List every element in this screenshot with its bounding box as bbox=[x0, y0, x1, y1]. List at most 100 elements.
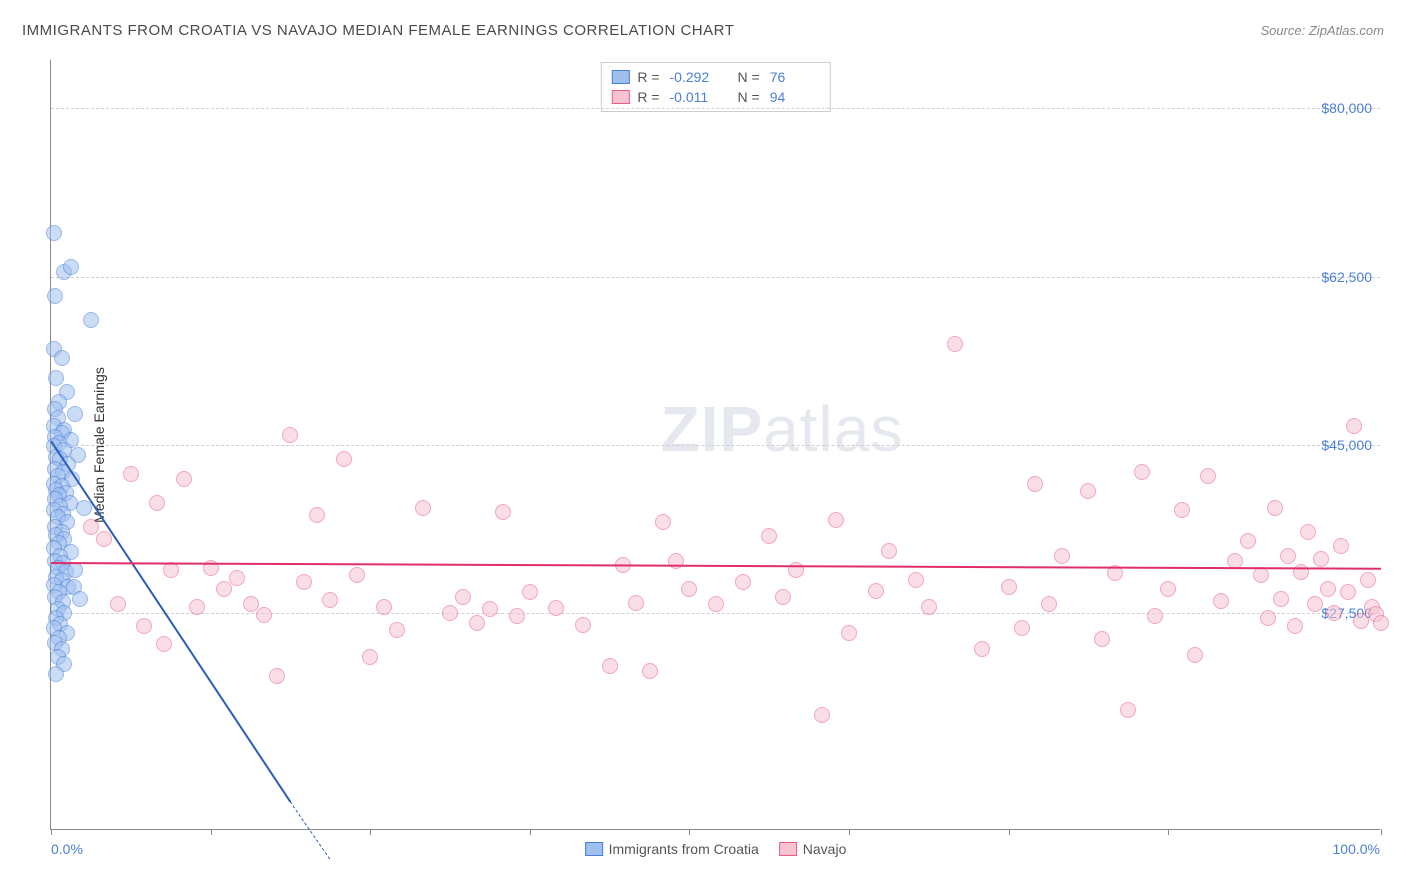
data-point bbox=[1326, 605, 1342, 621]
data-point bbox=[1160, 581, 1176, 597]
data-point bbox=[442, 605, 458, 621]
data-point bbox=[1260, 610, 1276, 626]
data-point bbox=[761, 528, 777, 544]
trend-line bbox=[51, 562, 1381, 570]
data-point bbox=[149, 495, 165, 511]
source-link[interactable]: ZipAtlas.com bbox=[1309, 23, 1384, 38]
legend-swatch bbox=[611, 90, 629, 104]
gridline bbox=[51, 108, 1380, 109]
data-point bbox=[828, 512, 844, 528]
data-point bbox=[1213, 593, 1229, 609]
data-point bbox=[1307, 596, 1323, 612]
data-point bbox=[110, 596, 126, 612]
x-tick bbox=[530, 829, 531, 835]
gridline bbox=[51, 277, 1380, 278]
data-point bbox=[1280, 548, 1296, 564]
data-point bbox=[389, 622, 405, 638]
data-point bbox=[48, 370, 64, 386]
legend-swatch bbox=[585, 842, 603, 856]
x-axis-max-label: 100.0% bbox=[1333, 841, 1380, 857]
data-point bbox=[1287, 618, 1303, 634]
data-point bbox=[1253, 567, 1269, 583]
gridline bbox=[51, 445, 1380, 446]
data-point bbox=[642, 663, 658, 679]
data-point bbox=[509, 608, 525, 624]
data-point bbox=[189, 599, 205, 615]
data-point bbox=[1346, 418, 1362, 434]
data-point bbox=[1240, 533, 1256, 549]
data-point bbox=[47, 288, 63, 304]
chart-plot-area: Median Female Earnings ZIPatlas 0.0% 100… bbox=[50, 60, 1380, 830]
data-point bbox=[1267, 500, 1283, 516]
legend-row: R = -0.011 N = 94 bbox=[611, 87, 819, 107]
data-point bbox=[156, 636, 172, 652]
data-point bbox=[1187, 647, 1203, 663]
data-point bbox=[469, 615, 485, 631]
legend-item: Immigrants from Croatia bbox=[585, 841, 759, 857]
trend-line bbox=[50, 441, 291, 803]
x-tick bbox=[1009, 829, 1010, 835]
data-point bbox=[1027, 476, 1043, 492]
data-point bbox=[548, 600, 564, 616]
data-point bbox=[708, 596, 724, 612]
data-point bbox=[296, 574, 312, 590]
data-point bbox=[1273, 591, 1289, 607]
r-value: -0.011 bbox=[670, 89, 720, 105]
data-point bbox=[575, 617, 591, 633]
data-point bbox=[735, 574, 751, 590]
data-point bbox=[83, 519, 99, 535]
data-point bbox=[216, 581, 232, 597]
data-point bbox=[336, 451, 352, 467]
data-point bbox=[48, 666, 64, 682]
data-point bbox=[67, 562, 83, 578]
data-point bbox=[868, 583, 884, 599]
legend-label: Navajo bbox=[803, 841, 847, 857]
trend-line bbox=[290, 801, 331, 859]
data-point bbox=[1014, 620, 1030, 636]
data-point bbox=[415, 500, 431, 516]
x-tick bbox=[1168, 829, 1169, 835]
data-point bbox=[282, 427, 298, 443]
data-point bbox=[1313, 551, 1329, 567]
data-point bbox=[63, 259, 79, 275]
data-point bbox=[522, 584, 538, 600]
source-attribution: Source: ZipAtlas.com bbox=[1260, 23, 1384, 38]
data-point bbox=[123, 466, 139, 482]
n-value: 94 bbox=[770, 89, 820, 105]
data-point bbox=[136, 618, 152, 634]
data-point bbox=[54, 350, 70, 366]
data-point bbox=[1227, 553, 1243, 569]
correlation-legend: R =-0.292N =76R =-0.011N =94 bbox=[600, 62, 830, 112]
r-value: -0.292 bbox=[670, 69, 720, 85]
n-label: N = bbox=[738, 89, 760, 105]
legend-swatch bbox=[611, 70, 629, 84]
data-point bbox=[775, 589, 791, 605]
title-bar: IMMIGRANTS FROM CROATIA VS NAVAJO MEDIAN… bbox=[22, 22, 1384, 39]
chart-title: IMMIGRANTS FROM CROATIA VS NAVAJO MEDIAN… bbox=[22, 22, 734, 39]
y-tick-label: $62,500 bbox=[1321, 269, 1372, 285]
data-point bbox=[921, 599, 937, 615]
r-label: R = bbox=[637, 69, 659, 85]
data-point bbox=[1200, 468, 1216, 484]
data-point bbox=[1080, 483, 1096, 499]
data-point bbox=[83, 312, 99, 328]
data-point bbox=[495, 504, 511, 520]
data-point bbox=[1134, 464, 1150, 480]
gridline bbox=[51, 613, 1380, 614]
r-label: R = bbox=[637, 89, 659, 105]
data-point bbox=[1320, 581, 1336, 597]
data-point bbox=[655, 514, 671, 530]
data-point bbox=[1001, 579, 1017, 595]
legend-item: Navajo bbox=[779, 841, 847, 857]
data-point bbox=[908, 572, 924, 588]
y-tick-label: $80,000 bbox=[1321, 100, 1372, 116]
data-point bbox=[602, 658, 618, 674]
data-point bbox=[229, 570, 245, 586]
legend-label: Immigrants from Croatia bbox=[609, 841, 759, 857]
data-point bbox=[841, 625, 857, 641]
data-point bbox=[1373, 615, 1389, 631]
n-label: N = bbox=[738, 69, 760, 85]
data-point bbox=[176, 471, 192, 487]
data-point bbox=[628, 595, 644, 611]
data-point bbox=[974, 641, 990, 657]
